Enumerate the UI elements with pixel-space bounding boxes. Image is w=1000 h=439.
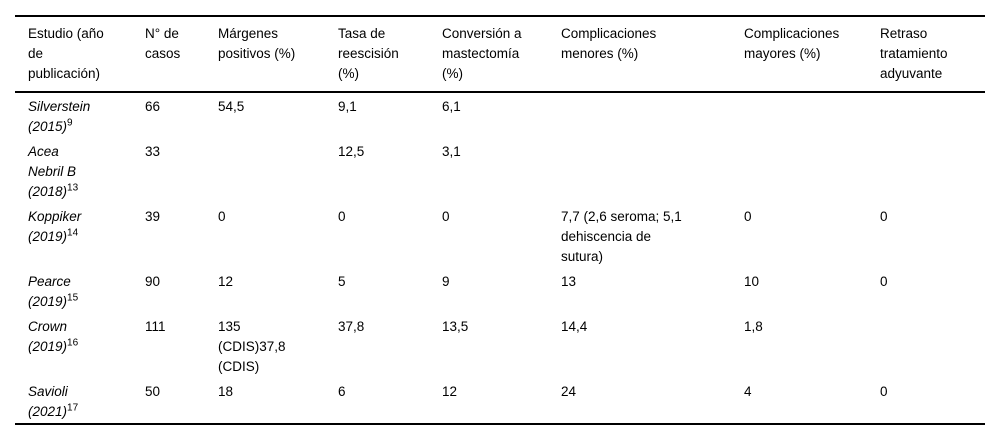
table-cell-margenes: 0: [218, 209, 226, 224]
study-name: Savioli (2021): [28, 384, 68, 419]
table-cell-comp-mayores: 1,8: [744, 319, 763, 334]
table-row-acea-nebril: Acea Nebril B (2018)13 33 12,5 3,1: [15, 138, 985, 203]
column-header-complicaciones-mayores: Complicaciones mayores (%): [731, 16, 867, 93]
study-reference-superscript: 16: [67, 337, 79, 349]
study-name-cell: Acea Nebril B (2018)13: [15, 138, 132, 203]
table-cell-tasa: 37,8: [338, 319, 365, 334]
column-header-n-casos: N° de casos: [132, 16, 205, 93]
table-cell-tasa: 9,1: [338, 99, 357, 114]
table-cell-retraso: 0: [880, 384, 888, 399]
table-cell-comp-menores: [548, 92, 731, 138]
table-cell-retraso: [867, 92, 985, 138]
column-header-margenes-positivos: Márgenes positivos (%): [205, 16, 325, 93]
column-header-tasa-reescision: Tasa de reescisión (%): [325, 16, 429, 93]
study-reference-superscript: 14: [67, 227, 79, 239]
table-cell-n-casos: 33: [145, 144, 161, 159]
table-cell-conversion: 0: [442, 209, 450, 224]
table-cell-tasa: 12,5: [338, 144, 365, 159]
table-cell-n-casos: 111: [145, 319, 166, 334]
table-cell-comp-mayores: 4: [744, 384, 752, 399]
study-name: Acea Nebril B (2018): [28, 144, 77, 199]
table-cell-conversion: 12: [442, 384, 458, 399]
column-header-estudio: Estudio (año de publicación): [15, 16, 132, 93]
study-name: Crown (2019): [28, 319, 68, 354]
study-name-cell: Savioli (2021)17: [15, 378, 132, 424]
table-row-pearce: Pearce (2019)15 90 12 5 9 13 10 0: [15, 268, 985, 313]
table-cell-comp-mayores: 0: [744, 209, 752, 224]
table-row-koppiker: Koppiker (2019)14 39 0 0 0 7,7 (2,6 sero…: [15, 203, 985, 268]
column-header-retraso-adyuvante: Retraso tratamiento adyuvante: [867, 16, 985, 93]
table-cell-comp-mayores: [731, 138, 867, 203]
study-reference-superscript: 17: [67, 402, 79, 414]
table-cell-retraso: 0: [880, 209, 888, 224]
table-cell-comp-menores: 24: [561, 384, 577, 399]
table-cell-n-casos: 66: [145, 99, 161, 114]
study-name: Pearce (2019): [28, 274, 71, 309]
table-cell-comp-menores: 7,7 (2,6 seroma; 5,1 dehiscencia de sutu…: [561, 209, 682, 264]
table-cell-tasa: 0: [338, 209, 346, 224]
column-header-complicaciones-menores: Complicaciones menores (%): [548, 16, 731, 93]
table-row-crown: Crown (2019)16 111 135 (CDIS)37,8 (CDIS)…: [15, 313, 985, 378]
table-header: Estudio (año de publicación) N° de casos…: [15, 16, 985, 93]
table-cell-conversion: 13,5: [442, 319, 469, 334]
column-header-conversion-mastectomia: Conversión a mastectomía (%): [429, 16, 548, 93]
table-cell-n-casos: 90: [145, 274, 161, 289]
table-row-savioli: Savioli (2021)17 50 18 6 12 24 4 0: [15, 378, 985, 424]
study-name-cell: Koppiker (2019)14: [15, 203, 132, 268]
table-cell-margenes: 12: [218, 274, 234, 289]
table-cell-margenes: 18: [218, 384, 234, 399]
table-cell-tasa: 6: [338, 384, 346, 399]
table-cell-comp-mayores: 10: [744, 274, 760, 289]
table-cell-margenes: 54,5: [218, 99, 245, 114]
table-cell-retraso: [867, 313, 985, 378]
study-name: Silverstein (2015): [28, 99, 91, 134]
table-cell-comp-menores: 13: [561, 274, 577, 289]
table-cell-margenes: 135 (CDIS)37,8 (CDIS): [218, 319, 286, 374]
table-cell-conversion: 9: [442, 274, 450, 289]
table-cell-retraso: [867, 138, 985, 203]
table-cell-tasa: 5: [338, 274, 346, 289]
table-cell-comp-menores: [548, 138, 731, 203]
study-reference-superscript: 9: [67, 117, 73, 129]
study-reference-superscript: 13: [67, 182, 79, 194]
table-cell-conversion: 3,1: [442, 144, 461, 159]
table-cell-conversion: 6,1: [442, 99, 461, 114]
header-row: Estudio (año de publicación) N° de casos…: [15, 16, 985, 93]
studies-complications-table: Estudio (año de publicación) N° de casos…: [15, 15, 985, 425]
table-cell-margenes: [205, 138, 325, 203]
study-name-cell: Pearce (2019)15: [15, 268, 132, 313]
study-reference-superscript: 15: [67, 292, 79, 304]
table-row-silverstein: Silverstein (2015)9 66 54,5 9,1 6,1: [15, 92, 985, 138]
table-body: Silverstein (2015)9 66 54,5 9,1 6,1 Acea…: [15, 92, 985, 424]
table-cell-n-casos: 50: [145, 384, 161, 399]
table-cell-comp-menores: 14,4: [561, 319, 588, 334]
study-name-cell: Silverstein (2015)9: [15, 92, 132, 138]
study-name: Koppiker (2019): [28, 209, 82, 244]
table-cell-n-casos: 39: [145, 209, 161, 224]
table-cell-retraso: 0: [880, 274, 888, 289]
study-name-cell: Crown (2019)16: [15, 313, 132, 378]
table-cell-comp-mayores: [731, 92, 867, 138]
